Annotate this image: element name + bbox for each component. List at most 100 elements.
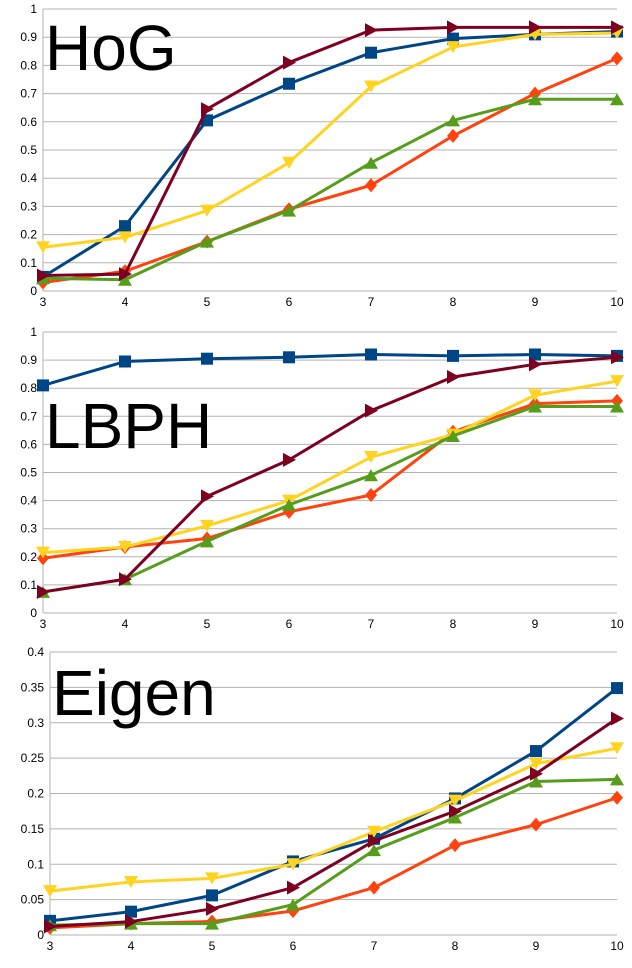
data-point-yellow	[43, 885, 57, 898]
data-point-maroon	[119, 572, 132, 587]
x-tick-label: 7	[371, 939, 378, 953]
data-point-maroon	[283, 452, 296, 467]
x-tick-label: 5	[204, 617, 211, 631]
x-tick-label: 8	[450, 617, 457, 631]
data-point-yellow	[36, 546, 50, 559]
y-tick-label: 0.8	[20, 381, 37, 395]
data-point-maroon	[44, 919, 57, 934]
x-tick-label: 9	[532, 295, 539, 309]
data-point-maroon	[529, 20, 542, 35]
data-point-green	[448, 811, 462, 824]
data-point-yellow	[282, 156, 296, 169]
data-point-blue	[365, 348, 377, 361]
data-point-green	[282, 204, 296, 217]
x-tick-label: 4	[122, 295, 129, 309]
series-line-orange	[42, 56, 618, 285]
y-tick-label: 0.3	[20, 199, 37, 213]
data-point-green	[610, 93, 624, 106]
x-tick-label: 7	[368, 617, 375, 631]
data-point-yellow	[205, 872, 219, 885]
y-tick-label: 1	[30, 2, 37, 16]
y-tick-label: 0.5	[20, 143, 37, 157]
data-point-maroon	[368, 833, 381, 848]
data-point-yellow	[124, 875, 138, 888]
y-tick-label: 0.2	[20, 550, 37, 564]
data-point-yellow	[448, 794, 462, 807]
data-point-maroon	[447, 20, 460, 35]
data-point-blue	[447, 349, 459, 362]
y-tick-label: 0.9	[20, 30, 37, 44]
data-point-maroon	[611, 20, 624, 35]
data-point-green	[528, 400, 542, 413]
data-point-yellow	[364, 80, 378, 93]
data-point-maroon	[37, 268, 50, 283]
data-point-blue	[283, 351, 295, 364]
x-tick-label: 10	[610, 295, 624, 309]
data-point-blue	[611, 682, 623, 695]
series-line-green	[42, 404, 617, 594]
y-tick-label: 0.1	[27, 857, 44, 871]
y-tick-label: 0.8	[20, 58, 37, 72]
panel-eigen: 0 0.05 0.1 0.15 0.2 0.25 0.3 0.35 0.4 3 4 5 6 7 8 9 10 Ei…	[21, 645, 624, 953]
data-point-maroon	[206, 901, 219, 916]
y-tick-label: 1	[30, 325, 37, 339]
data-point-green	[446, 114, 460, 127]
y-tick-label: 0.35	[21, 680, 45, 694]
data-point-maroon	[365, 23, 378, 38]
data-point-yellow	[118, 231, 132, 244]
data-point-yellow	[118, 540, 132, 553]
data-point-maroon	[449, 804, 462, 819]
data-point-maroon	[530, 766, 543, 781]
series-line-yellow	[42, 31, 618, 249]
x-tick-label: 3	[40, 617, 47, 631]
data-point-green	[118, 273, 132, 286]
y-tick-label: 0.7	[20, 409, 37, 423]
y-tick-label: 0.7	[20, 87, 37, 101]
data-point-blue	[37, 379, 49, 392]
data-point-yellow	[286, 858, 300, 871]
data-point-orange	[611, 790, 623, 805]
y-tick-label: 0	[37, 928, 44, 942]
y-tick-label: 0.1	[20, 578, 37, 592]
series-line-yellow	[49, 746, 618, 893]
data-point-yellow	[610, 375, 624, 388]
data-point-blue	[201, 352, 213, 365]
y-tick-label: 0.4	[20, 494, 37, 508]
data-point-maroon	[37, 584, 50, 599]
y-tick-label: 0.2	[27, 787, 44, 801]
data-point-green	[200, 235, 214, 248]
y-tick-label: 0	[30, 606, 37, 620]
x-tick-label: 4	[128, 939, 135, 953]
series-line-blue	[42, 352, 618, 387]
data-point-green	[200, 535, 214, 548]
y-tick-label: 0.05	[21, 893, 45, 907]
x-tick-label: 6	[286, 295, 293, 309]
y-tick-label: 0.2	[20, 228, 37, 242]
data-point-yellow	[528, 389, 542, 402]
panel-hog: 0 0.1 0.2 0.3 0.4 0.5 0.6 0.7 0.8 0.9 1 3 4 5 6 7 8 9 10 Ho…	[20, 2, 624, 309]
data-point-green	[286, 898, 300, 911]
data-point-green	[529, 775, 543, 788]
data-point-yellow	[200, 204, 214, 217]
data-point-yellow	[364, 451, 378, 464]
data-point-green	[282, 498, 296, 511]
y-tick-label: 0.5	[20, 466, 37, 480]
x-tick-label: 10	[610, 617, 624, 631]
series-line-blue	[49, 686, 618, 923]
data-point-yellow	[367, 825, 381, 838]
data-point-blue	[530, 745, 542, 758]
data-point-maroon	[283, 55, 296, 70]
series-line-maroon	[42, 25, 617, 277]
data-point-orange	[611, 51, 623, 66]
data-point-orange	[368, 880, 380, 895]
data-point-green	[364, 469, 378, 482]
data-point-blue	[365, 46, 377, 59]
data-point-green	[367, 844, 381, 857]
y-tick-label: 0.6	[20, 115, 37, 129]
data-point-orange	[447, 128, 459, 143]
chart-title: LBPH	[45, 390, 212, 462]
data-point-orange	[365, 178, 377, 193]
y-tick-label: 0.15	[21, 822, 45, 836]
